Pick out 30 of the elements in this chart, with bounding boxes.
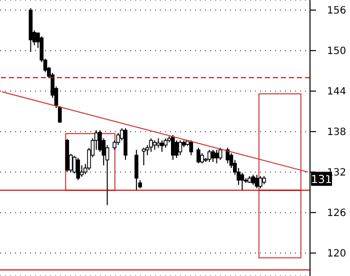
y-tick-label: 144 [327,86,346,98]
y-tick-label: 126 [327,208,346,220]
candlestick [76,157,80,181]
candlestick [156,138,160,148]
candlestick [178,140,182,156]
candlestick [211,149,215,162]
candlestick [174,140,178,158]
candlestick [207,149,212,162]
annotation: 131 [311,172,332,186]
candlestick [258,176,262,189]
candlestick [160,140,164,152]
candlestick [196,147,200,164]
candlestick [189,140,194,156]
candlestick [134,149,138,191]
candlestick [171,134,175,160]
y-tick-label: 150 [327,46,346,58]
candlestick [240,172,244,191]
candlestick [142,147,146,166]
candlestick [149,138,153,152]
y-tick-label: 138 [327,127,346,138]
y-tick-label: 120 [327,248,346,260]
candlestick [218,147,222,160]
candlestick [226,147,230,164]
y-tick-label: 156 [327,6,346,17]
candlestick [214,149,219,164]
candlestick [152,140,157,150]
candlestick [200,152,204,164]
candlestick [164,138,168,148]
candlestick [251,174,256,186]
candlestick [116,132,120,146]
